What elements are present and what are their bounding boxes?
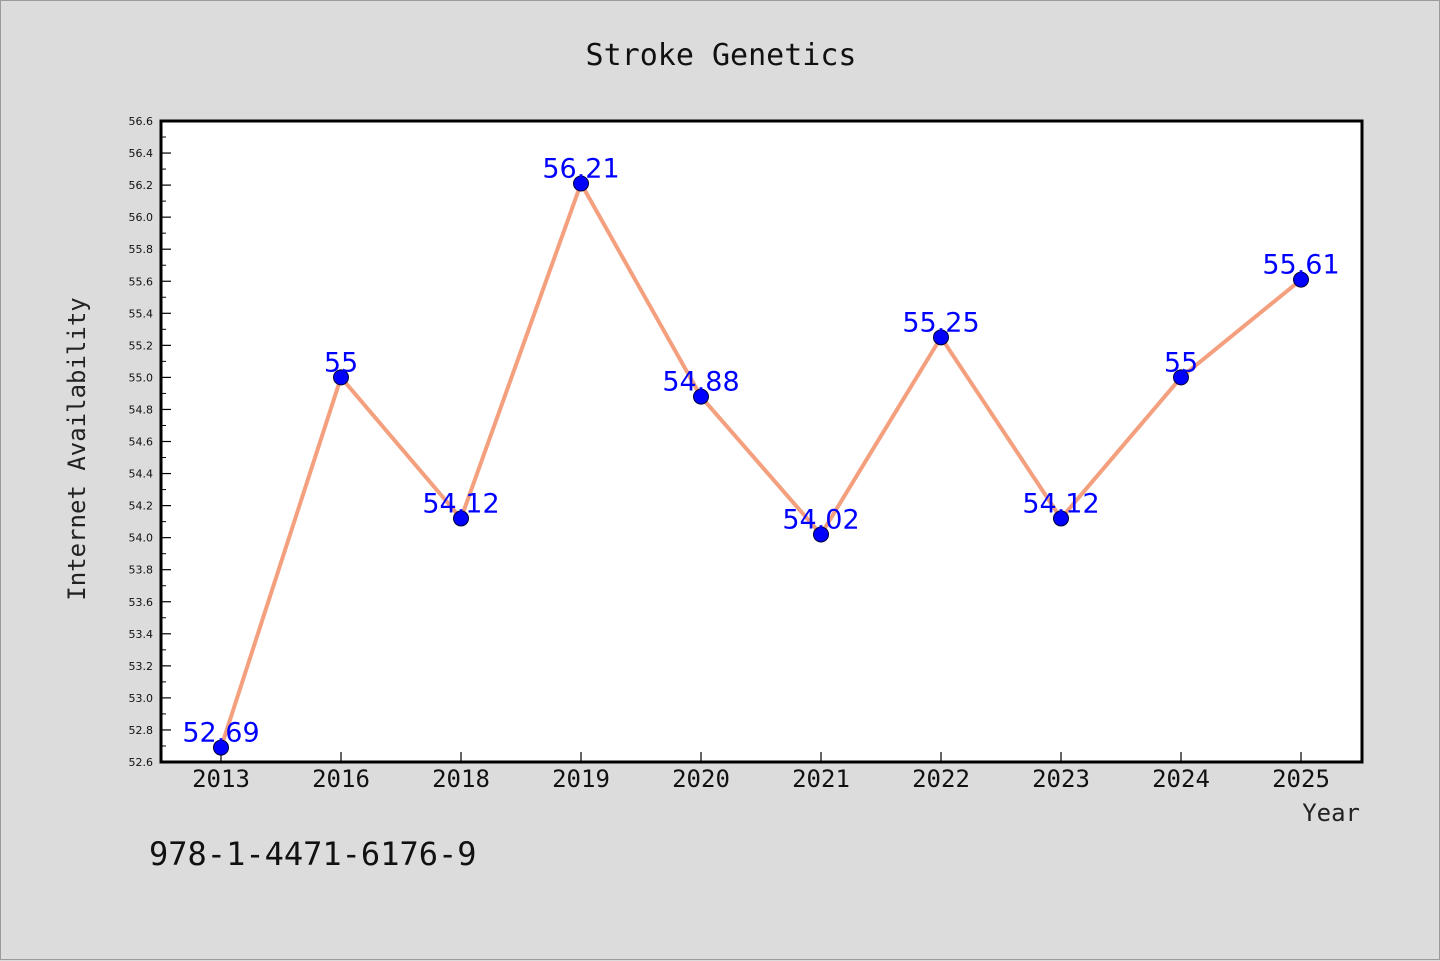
y-tick-label: 56.2	[129, 179, 154, 192]
data-point	[573, 175, 589, 192]
chart-title: Stroke Genetics	[586, 38, 857, 73]
x-tick-label: 2016	[312, 765, 370, 793]
data-point	[333, 369, 349, 386]
y-tick-label: 56.0	[129, 211, 154, 224]
x-tick-label: 2020	[672, 765, 730, 793]
y-tick-label: 53.4	[129, 628, 154, 641]
data-label: 52.69	[182, 718, 259, 749]
x-tick-label: 2018	[432, 765, 490, 793]
x-axis: 2013 2016 2018 2019 2020 2021 2022 2023 2024 2025	[192, 752, 1330, 793]
y-tick-label: 56.4	[129, 147, 154, 160]
x-tick-label: 2013	[192, 765, 250, 793]
y-tick-label: 54.2	[129, 500, 154, 513]
data-point	[453, 510, 469, 527]
series-line	[219, 181, 1303, 749]
y-tick-label: 52.8	[129, 724, 154, 737]
data-labels: 52.69 55 54.12 56.21 54.88 54.02 55.25 54.12 55 5…	[182, 153, 1339, 748]
y-axis-label: Internet Availability	[63, 297, 91, 600]
y-tick-label: 55.8	[129, 243, 154, 256]
data-label: 55.61	[1262, 250, 1339, 281]
data-point	[1293, 271, 1309, 288]
x-tick-label: 2023	[1032, 765, 1090, 793]
y-tick-label: 54.4	[129, 468, 154, 481]
y-tick-label: 56.6	[129, 115, 154, 128]
y-tick-label: 53.2	[129, 660, 154, 673]
y-tick-label: 54.0	[129, 532, 154, 545]
isbn-caption: 978-1-4471-6176-9	[149, 835, 477, 873]
y-axis: 52.6 52.8 53.0 53.2 53.4 53.6 53.8 54.0 54.2 54.4…	[129, 115, 171, 769]
data-point	[933, 329, 949, 346]
y-tick-label: 55.2	[129, 339, 154, 352]
data-label: 55	[1164, 347, 1198, 378]
data-markers	[213, 175, 1309, 756]
x-tick-label: 2024	[1152, 765, 1210, 793]
y-tick-label: 55.6	[129, 275, 154, 288]
data-label: 54.88	[662, 367, 739, 398]
data-label: 55.25	[902, 307, 979, 338]
y-tick-label: 55.0	[129, 371, 154, 384]
y-tick-label: 53.0	[129, 692, 154, 705]
data-label: 55	[324, 347, 358, 378]
data-point	[1053, 510, 1069, 527]
y-tick-label: 54.6	[129, 436, 154, 449]
data-label: 54.12	[422, 488, 499, 519]
data-label: 56.21	[542, 153, 619, 184]
y-tick-label: 53.8	[129, 564, 154, 577]
x-axis-label: Year	[1302, 799, 1360, 827]
x-tick-label: 2025	[1272, 765, 1330, 793]
x-tick-label: 2022	[912, 765, 970, 793]
data-label: 54.02	[782, 504, 859, 535]
x-tick-label: 2021	[792, 765, 850, 793]
data-point	[693, 388, 709, 405]
data-point	[213, 739, 229, 756]
data-point	[813, 526, 829, 543]
y-tick-label: 55.4	[129, 307, 154, 320]
y-tick-label: 53.6	[129, 596, 154, 609]
y-tick-label: 54.8	[129, 403, 154, 416]
y-tick-label: 52.6	[129, 756, 154, 769]
data-point	[1173, 369, 1189, 386]
x-tick-label: 2019	[552, 765, 610, 793]
data-label: 54.12	[1022, 488, 1099, 519]
plot-area	[159, 119, 1364, 764]
